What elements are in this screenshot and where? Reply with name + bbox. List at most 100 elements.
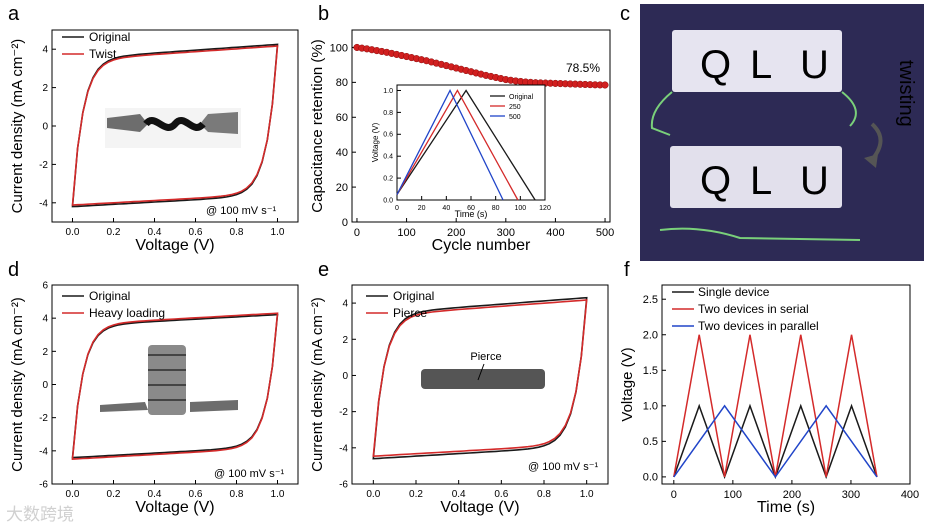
chart-f-legend-label: Two devices in parallel bbox=[698, 319, 819, 333]
panel-label-d: d bbox=[8, 259, 19, 281]
chart-a-ytick-label: -4 bbox=[39, 198, 48, 209]
chart-d-annotation: @ 100 mV s⁻¹ bbox=[214, 468, 284, 480]
panel-a-inset-twist-photo bbox=[105, 108, 241, 148]
chart-a-ytick-label: 4 bbox=[42, 45, 48, 56]
right-clip-icon bbox=[200, 112, 238, 134]
chart-b-inset-legend-label: 250 bbox=[509, 104, 521, 111]
chart-e-frame bbox=[351, 284, 609, 485]
chart-b-xtick-label: 200 bbox=[447, 227, 465, 239]
pierced-device-icon bbox=[421, 369, 545, 389]
chart-d-xtick-label: 0.8 bbox=[230, 489, 244, 500]
chart-b-ytick-label: 40 bbox=[336, 147, 348, 159]
led-letter-bottom: U bbox=[800, 159, 829, 203]
chart-f-ytick-label: 1.5 bbox=[643, 365, 658, 377]
chart-e-xtick-label: 0.4 bbox=[452, 489, 466, 500]
chart-b_inset-ytick-label: 0.8 bbox=[383, 110, 393, 117]
chart-f-xtick-label: 200 bbox=[783, 489, 801, 501]
chart-b-ytick-label: 0 bbox=[342, 217, 348, 229]
chart-f-ytick-label: 2.5 bbox=[643, 294, 658, 306]
chart-d-ytick-label: 2 bbox=[42, 347, 48, 358]
chart-e-legend-label: Original bbox=[393, 289, 434, 303]
arrow-head-icon bbox=[864, 154, 878, 168]
panel-label-c: c bbox=[620, 3, 630, 25]
chart-e-xtick-label: 0.2 bbox=[409, 489, 423, 500]
panel-d-inset-weight-photo bbox=[100, 345, 238, 415]
right-clip-icon bbox=[190, 400, 238, 412]
chart-d-xtick-label: 0.0 bbox=[66, 489, 80, 500]
chart-b-inset-series-250 bbox=[396, 89, 519, 201]
chart-f-legend-label: Single device bbox=[698, 285, 770, 299]
chart-d-ytick-label: 0 bbox=[42, 380, 48, 391]
chart-b-ytick-label: 80 bbox=[336, 77, 348, 89]
chart-a-ytick-label: 0 bbox=[42, 122, 48, 133]
weight-stack-icon bbox=[148, 345, 186, 415]
chart-b_inset-xtick-label: 20 bbox=[418, 205, 426, 212]
left-clip-icon bbox=[107, 114, 148, 132]
chart-b-annotation: 78.5% bbox=[566, 61, 600, 75]
bottom-wire bbox=[659, 227, 861, 241]
chart-e-xtick-label: 1.0 bbox=[580, 489, 594, 500]
chart-a-legend-label: Twist bbox=[89, 47, 117, 61]
chart-b-xtick-label: 0 bbox=[354, 227, 360, 239]
chart-b_inset-xtick-label: 0 bbox=[395, 205, 399, 212]
chart-b-ylabel: Capacitance retention (%) bbox=[309, 39, 326, 212]
chart-d-ytick-label: -6 bbox=[39, 480, 48, 491]
chart-f-ylabel: Voltage (V) bbox=[619, 347, 636, 421]
chart-f-xtick-label: 400 bbox=[901, 489, 919, 501]
chart-b-ytick-label: 60 bbox=[336, 112, 348, 124]
chart-d-series-heavy-loading bbox=[71, 312, 279, 460]
chart-b-frame bbox=[351, 29, 611, 223]
chart-b_inset-ytick-label: 1.0 bbox=[383, 88, 393, 95]
panel-e-inset-label: Pierce bbox=[470, 351, 501, 363]
chart-a-xtick-label: 1.0 bbox=[271, 227, 285, 238]
chart-e-xlabel: Voltage (V) bbox=[440, 499, 519, 516]
chart-f-ytick-label: 1.0 bbox=[643, 401, 658, 413]
chart-e-ytick-label: 2 bbox=[342, 335, 348, 346]
chart-d-ytick-label: 6 bbox=[42, 281, 48, 292]
chart-e-series-original bbox=[372, 296, 588, 460]
chart-e-xtick-label: 0.6 bbox=[494, 489, 508, 500]
chart-d-xtick-label: 1.0 bbox=[271, 489, 285, 500]
chart-b-xtick-label: 500 bbox=[596, 227, 614, 239]
panel-c-annotation: twisting bbox=[895, 60, 917, 127]
chart-b-xtick-label: 400 bbox=[546, 227, 564, 239]
chart-b_inset-ytick-label: 0.4 bbox=[383, 154, 393, 161]
led-letter-top: Q bbox=[700, 43, 731, 87]
chart-e-series-pierce bbox=[372, 299, 588, 458]
chart-f-ytick-label: 0.0 bbox=[643, 472, 658, 484]
chart-d-ytick-label: 4 bbox=[42, 314, 48, 325]
chart-d-ytick-label: -2 bbox=[39, 413, 48, 424]
chart-e-legend-label: Pierce bbox=[393, 306, 427, 320]
chart-a-ytick-label: 2 bbox=[42, 83, 48, 94]
chart-a-xtick-label: 0.8 bbox=[230, 227, 244, 238]
chart-b-ytick-label: 100 bbox=[330, 42, 348, 54]
top-wire bbox=[650, 91, 673, 136]
twisted-device-icon bbox=[143, 117, 206, 131]
panel-label-a: a bbox=[8, 3, 20, 25]
chart-b_inset-ytick-label: 0.6 bbox=[383, 132, 393, 139]
chart-b_inset-xtick-label: 120 bbox=[539, 205, 551, 212]
chart-b-inset-xlabel: Time (s) bbox=[455, 209, 488, 219]
chart-d-xlabel: Voltage (V) bbox=[135, 499, 214, 516]
chart-e-xtick-label: 0.8 bbox=[537, 489, 551, 500]
chart-b-xlabel: Cycle number bbox=[432, 237, 531, 254]
chart-f-ytick-label: 2.0 bbox=[643, 330, 658, 342]
chart-b_inset-xtick-label: 60 bbox=[467, 205, 475, 212]
led-letter-top: L bbox=[750, 43, 772, 87]
chart-e-ytick-label: 4 bbox=[342, 299, 348, 310]
chart-f-xtick-label: 0 bbox=[671, 489, 677, 501]
chart-b-inset-legend-label: Original bbox=[509, 94, 534, 101]
led-letter-bottom: Q bbox=[700, 159, 731, 203]
led-letter-top: U bbox=[800, 43, 829, 87]
chart-d-ytick-label: -4 bbox=[39, 446, 48, 457]
watermark: 大数跨境 bbox=[6, 505, 74, 525]
chart-b-xtick-label: 100 bbox=[397, 227, 415, 239]
pierce-pointer bbox=[477, 363, 485, 381]
top-wire-right bbox=[841, 91, 857, 127]
panel-label-b: b bbox=[318, 3, 329, 25]
chart-b_inset-ytick-label: 0.0 bbox=[383, 197, 393, 204]
chart-f-series-two-devices-in-parallel bbox=[673, 404, 878, 479]
chart-a-ytick-label: -2 bbox=[39, 160, 48, 171]
chart-e-ytick-label: -2 bbox=[339, 407, 348, 418]
